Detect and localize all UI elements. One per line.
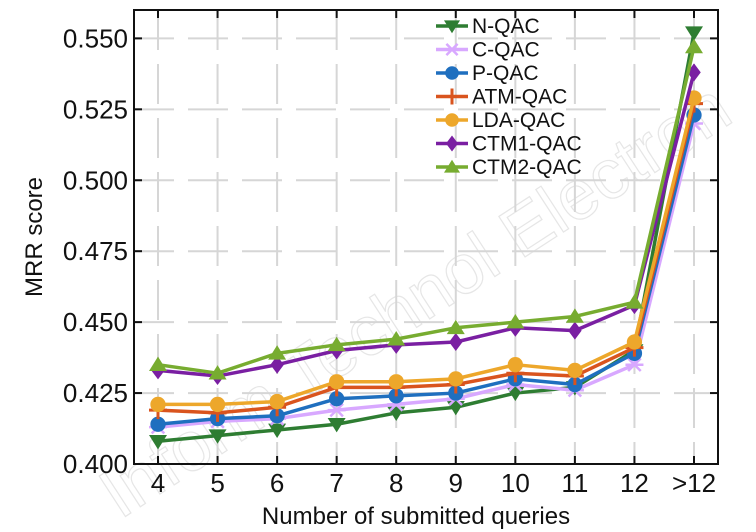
x-tick-label: 11 [561,468,588,498]
plot-frame [133,9,719,465]
legend-label: ATM-QAC [472,86,567,109]
legend-label: CTM2-QAC [472,156,582,179]
data-point [625,294,644,309]
legend-marker [444,88,460,105]
legend-marker [445,113,459,127]
data-point [208,365,227,380]
data-point [329,391,345,407]
legend-marker [444,43,460,56]
legend-label: C-QAC [472,39,540,62]
data-point [329,374,345,390]
legend-label: P-QAC [472,62,539,85]
data-point [388,374,404,390]
data-point [327,417,346,433]
series-line [157,114,696,427]
legend-label: CTM1-QAC [472,133,582,156]
legend-entry: LDA-QAC [436,109,565,132]
data-point [268,423,287,439]
data-point [565,308,584,323]
y-tick-label: 0.425 [63,378,128,408]
x-tick-label: 4 [151,468,165,498]
y-axis-title: MRR score [21,177,48,297]
series-layer [149,26,703,450]
y-tick-label: 0.450 [63,307,128,337]
legend-marker [445,66,459,80]
legend-entry: CTM2-QAC [436,156,582,179]
data-point [567,362,583,379]
y-tick-label: 0.525 [63,94,128,124]
legend-entry: C-QAC [436,39,540,62]
legend-marker [444,159,460,173]
data-point [449,332,463,351]
x-tick-label: >12 [672,468,716,498]
legend-entry: ATM-QAC [436,86,567,109]
x-tick-label: 5 [210,468,224,498]
data-point [269,393,285,410]
data-point [685,38,703,54]
legend-entry: N-QAC [436,15,540,38]
x-tick-label: 10 [501,468,530,498]
x-tick-label: 8 [389,468,403,498]
data-point [568,321,582,340]
series-lda-qac [150,90,702,413]
data-point [150,396,166,413]
x-tick-label: 7 [329,468,343,498]
data-point [209,396,226,413]
series-line [157,46,696,375]
data-point [268,345,287,360]
x-tick-label: 6 [270,468,284,498]
data-point [626,334,643,350]
series-line [158,97,696,407]
data-point [625,357,644,372]
data-point [448,371,464,387]
data-point [506,314,525,329]
data-point [149,435,167,450]
data-point [149,356,167,371]
data-point [270,355,284,374]
series-line [157,123,696,429]
data-point [685,26,703,41]
x-axis-title: Number of submitted queries [262,503,570,530]
legend-marker [446,135,458,152]
y-tick-label: 0.475 [63,236,128,266]
legend-marker [444,20,460,34]
series-ctm2-qac [149,38,703,380]
ticks: 0.400 0.425 0.450 0.475 0.500 0.525 0.550 4 5 6 7 8… [63,10,718,498]
legend-entry: CTM1-QAC [436,133,582,156]
data-point [387,331,406,346]
x-tick-label: 9 [449,468,463,498]
data-point [150,416,166,432]
legend-label: LDA-QAC [472,109,565,132]
data-point [208,429,227,444]
legend-label: N-QAC [472,15,540,38]
data-point [446,319,465,335]
y-tick-label: 0.400 [63,449,128,479]
data-point [327,402,346,418]
x-tick-label: 12 [620,468,649,498]
series-line [157,71,696,378]
y-tick-label: 0.500 [63,165,128,195]
data-point [327,336,346,352]
data-point [507,357,523,373]
legend-entry: P-QAC [436,62,539,85]
legend: N-QACC-QACP-QACATM-QACLDA-QACCTM1-QACCTM… [436,15,582,179]
y-tick-label: 0.550 [63,23,128,53]
series-line [157,103,696,415]
